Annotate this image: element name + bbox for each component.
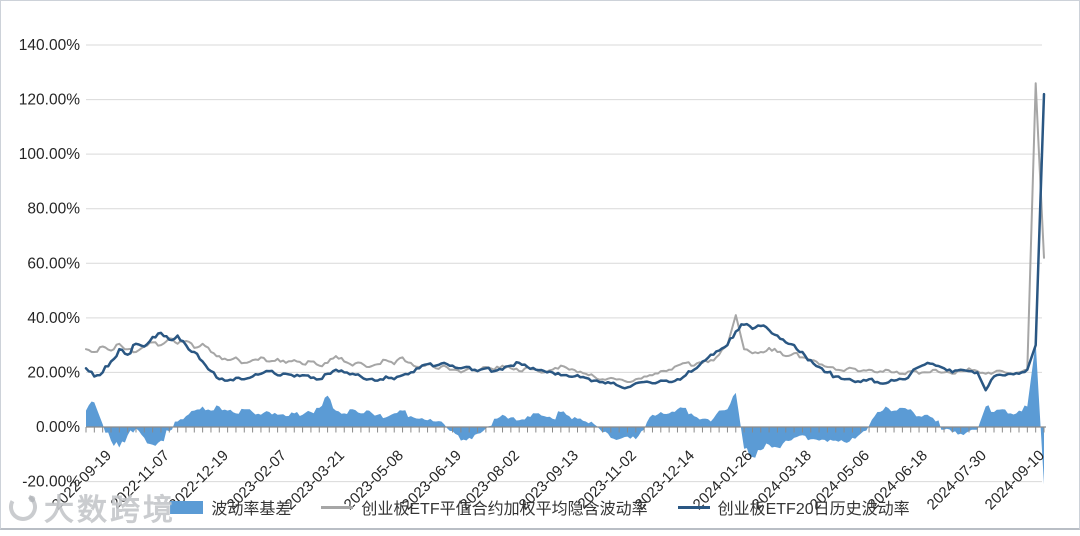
legend-line-marker — [321, 505, 354, 509]
legend-label: 创业板ETF20日历史波动率 — [717, 501, 910, 518]
implied-volatility-line — [85, 82, 1045, 383]
watermark-text: 大数跨境 — [44, 494, 176, 527]
legend-item-1: 波动率基差 — [170, 495, 291, 519]
watermark-logo-icon — [9, 493, 37, 521]
basis-area-series — [86, 342, 1044, 485]
legend-item-2: 创业板ETF平值合约加权平均隐含波动率 — [321, 495, 648, 519]
y-tick-label: 20.00% — [27, 364, 80, 381]
y-tick-label: 80.00% — [27, 201, 80, 218]
historical-volatility-line — [84, 92, 1046, 392]
y-tick-label: -20.00% — [22, 474, 80, 491]
y-tick-label: 0.00% — [36, 419, 80, 436]
y-tick-label: 140.00% — [19, 37, 80, 54]
chart-legend: 波动率基差 创业板ETF平值合约加权平均隐含波动率 创业板ETF20日历史波动率 — [1, 495, 1079, 519]
legend-area-swatch — [170, 500, 204, 514]
legend-label: 创业板ETF平值合约加权平均隐含波动率 — [361, 501, 648, 518]
y-tick-label: 100.00% — [19, 146, 80, 163]
legend-item-3: 创业板ETF20日历史波动率 — [677, 495, 910, 519]
legend-label: 波动率基差 — [211, 501, 292, 518]
legend-line-marker — [677, 505, 710, 509]
y-tick-label: 120.00% — [19, 92, 80, 109]
y-tick-label: 40.00% — [27, 310, 80, 327]
watermark: 大数跨境 — [7, 485, 176, 529]
y-tick-label: 60.00% — [27, 255, 80, 272]
